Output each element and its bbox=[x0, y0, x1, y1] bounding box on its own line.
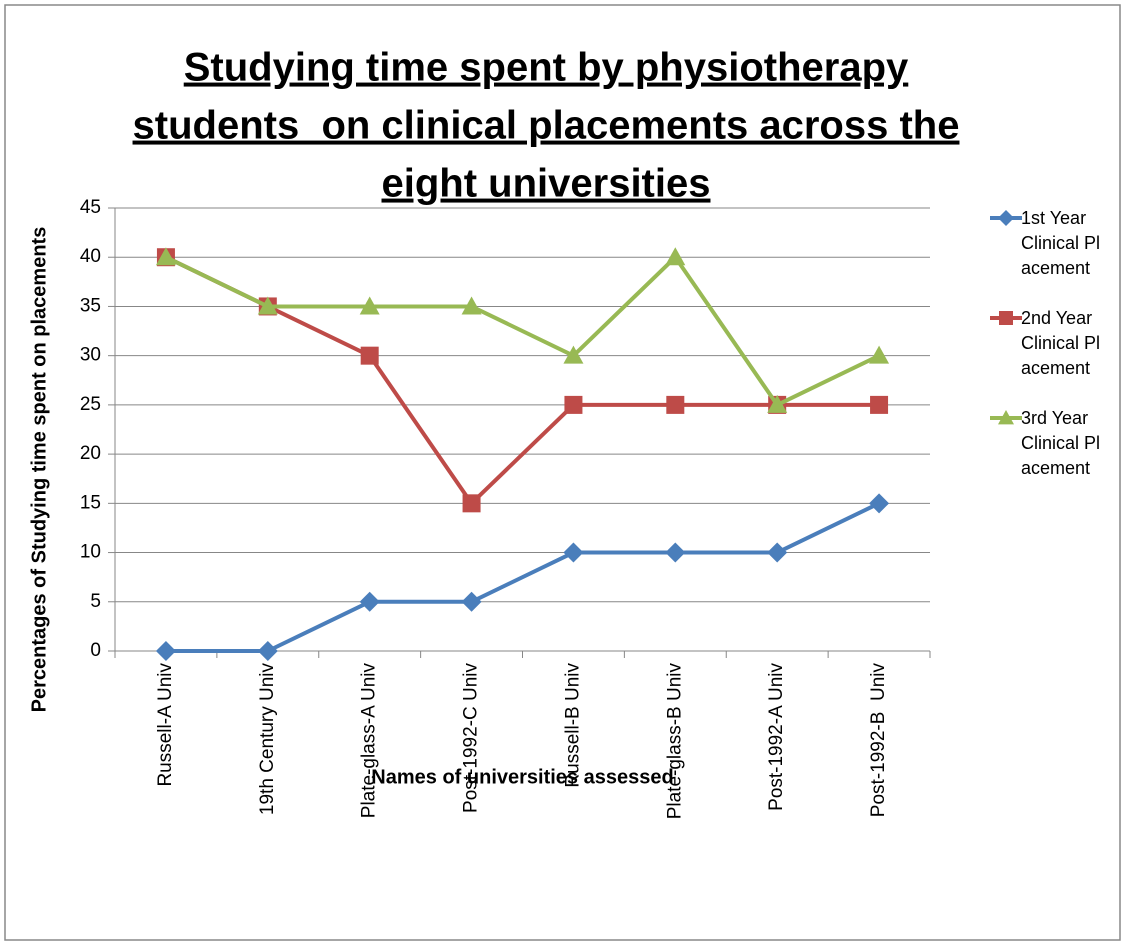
x-tick-label: Plate-glass-B Univ bbox=[664, 663, 685, 820]
marker bbox=[999, 311, 1013, 325]
legend-label: 1st Year Clinical Placement bbox=[1021, 208, 1101, 278]
x-tick-label: Russell-A Univ bbox=[155, 663, 176, 787]
y-tick-label: 10 bbox=[80, 542, 101, 563]
legend-label: 2nd Year Clinical Placement bbox=[1021, 308, 1101, 378]
marker bbox=[767, 542, 788, 563]
marker bbox=[155, 641, 176, 661]
marker bbox=[359, 296, 380, 315]
marker bbox=[461, 591, 482, 612]
y-tick-label: 45 bbox=[80, 197, 101, 218]
marker bbox=[869, 345, 890, 364]
series-line bbox=[165, 255, 880, 407]
x-tick-label: Russell-B Univ bbox=[562, 663, 583, 788]
x-axis-title: Names of universities assessed bbox=[371, 766, 673, 788]
marker bbox=[564, 395, 583, 414]
marker bbox=[257, 296, 278, 315]
marker bbox=[998, 410, 1014, 425]
y-tick-label: 20 bbox=[80, 443, 101, 464]
x-tick-label: Post-1992-B Univ bbox=[868, 663, 889, 818]
legend-label: 3rd Year Clinical Placement bbox=[1021, 408, 1101, 478]
chart-title: Studying time spent by physiotherapy bbox=[184, 46, 909, 90]
x-tick-label: Post-1992-A Univ bbox=[766, 663, 787, 811]
y-tick-label: 15 bbox=[80, 492, 101, 513]
series-line bbox=[165, 501, 880, 653]
marker bbox=[563, 542, 584, 563]
marker bbox=[665, 247, 686, 266]
marker bbox=[359, 591, 380, 612]
chart-frame bbox=[4, 4, 1121, 941]
x-tick-label: 19th Century Univ bbox=[257, 663, 278, 816]
marker bbox=[666, 395, 685, 414]
chart-title: students on clinical placements across t… bbox=[133, 104, 960, 148]
legend-label-box: 1st Year Clinical Placement bbox=[1021, 208, 1101, 278]
marker bbox=[998, 210, 1014, 226]
y-tick-label: 5 bbox=[90, 591, 101, 612]
marker bbox=[870, 395, 889, 414]
marker bbox=[360, 346, 379, 365]
y-axis-title: Percentages of Studying time spent on pl… bbox=[28, 227, 50, 713]
marker bbox=[563, 345, 584, 364]
y-tick-label: 25 bbox=[80, 394, 101, 415]
legend-label-box: 3rd Year Clinical Placement bbox=[1021, 408, 1101, 478]
marker bbox=[462, 494, 481, 513]
marker bbox=[155, 247, 176, 266]
marker bbox=[257, 641, 278, 661]
series-line bbox=[165, 255, 880, 506]
x-tick-label: Post-1992-C Univ bbox=[461, 663, 482, 813]
legend-label-box: 2nd Year Clinical Placement bbox=[1021, 308, 1101, 378]
y-tick-label: 0 bbox=[90, 640, 101, 661]
y-tick-label: 40 bbox=[80, 246, 101, 267]
x-tick-label: Plate-glass-A Univ bbox=[359, 663, 380, 819]
y-tick-label: 35 bbox=[80, 295, 101, 316]
y-tick-label: 30 bbox=[80, 345, 101, 366]
chart-title: eight universities bbox=[382, 162, 711, 206]
marker bbox=[461, 296, 482, 315]
marker bbox=[665, 542, 686, 563]
marker bbox=[767, 394, 788, 413]
marker bbox=[869, 493, 890, 514]
